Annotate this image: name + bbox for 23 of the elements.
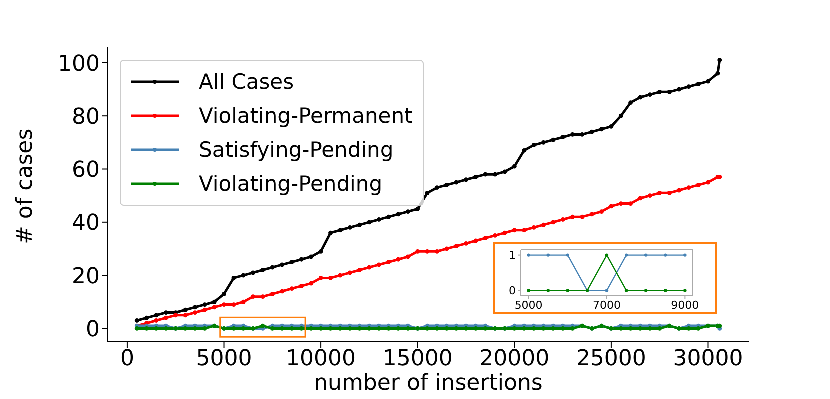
y-tick-label: 40 (72, 211, 100, 236)
legend-label: Violating-Permanent (199, 104, 413, 128)
y-tick-label: 0 (86, 318, 100, 343)
y-tick-label: 80 (72, 104, 100, 130)
x-tick-label: 25000 (576, 346, 646, 372)
x-tick-label: 10000 (286, 346, 356, 372)
x-tick-label: 9000 (671, 298, 700, 312)
x-axis-title: number of insertions (314, 371, 543, 396)
legend-label: Satisfying-Pending (199, 138, 394, 162)
legend-label: All Cases (199, 70, 294, 94)
y-tick-label: 60 (72, 158, 100, 184)
x-tick-label: 7000 (593, 298, 621, 312)
y-tick-label: 1 (509, 249, 516, 262)
x-tick-label: 30000 (673, 346, 744, 372)
x-tick-label: 20000 (480, 346, 550, 372)
y-tick-label: 100 (58, 52, 100, 77)
legend-label: Violating-Pending (199, 172, 383, 196)
x-tick-label: 5000 (514, 298, 543, 312)
y-axis-title: # of cases (12, 128, 38, 244)
x-tick-label: 0 (120, 346, 134, 372)
y-tick-label: 20 (72, 264, 100, 290)
x-tick-label: 5000 (196, 346, 252, 372)
x-tick-label: 15000 (382, 346, 453, 372)
